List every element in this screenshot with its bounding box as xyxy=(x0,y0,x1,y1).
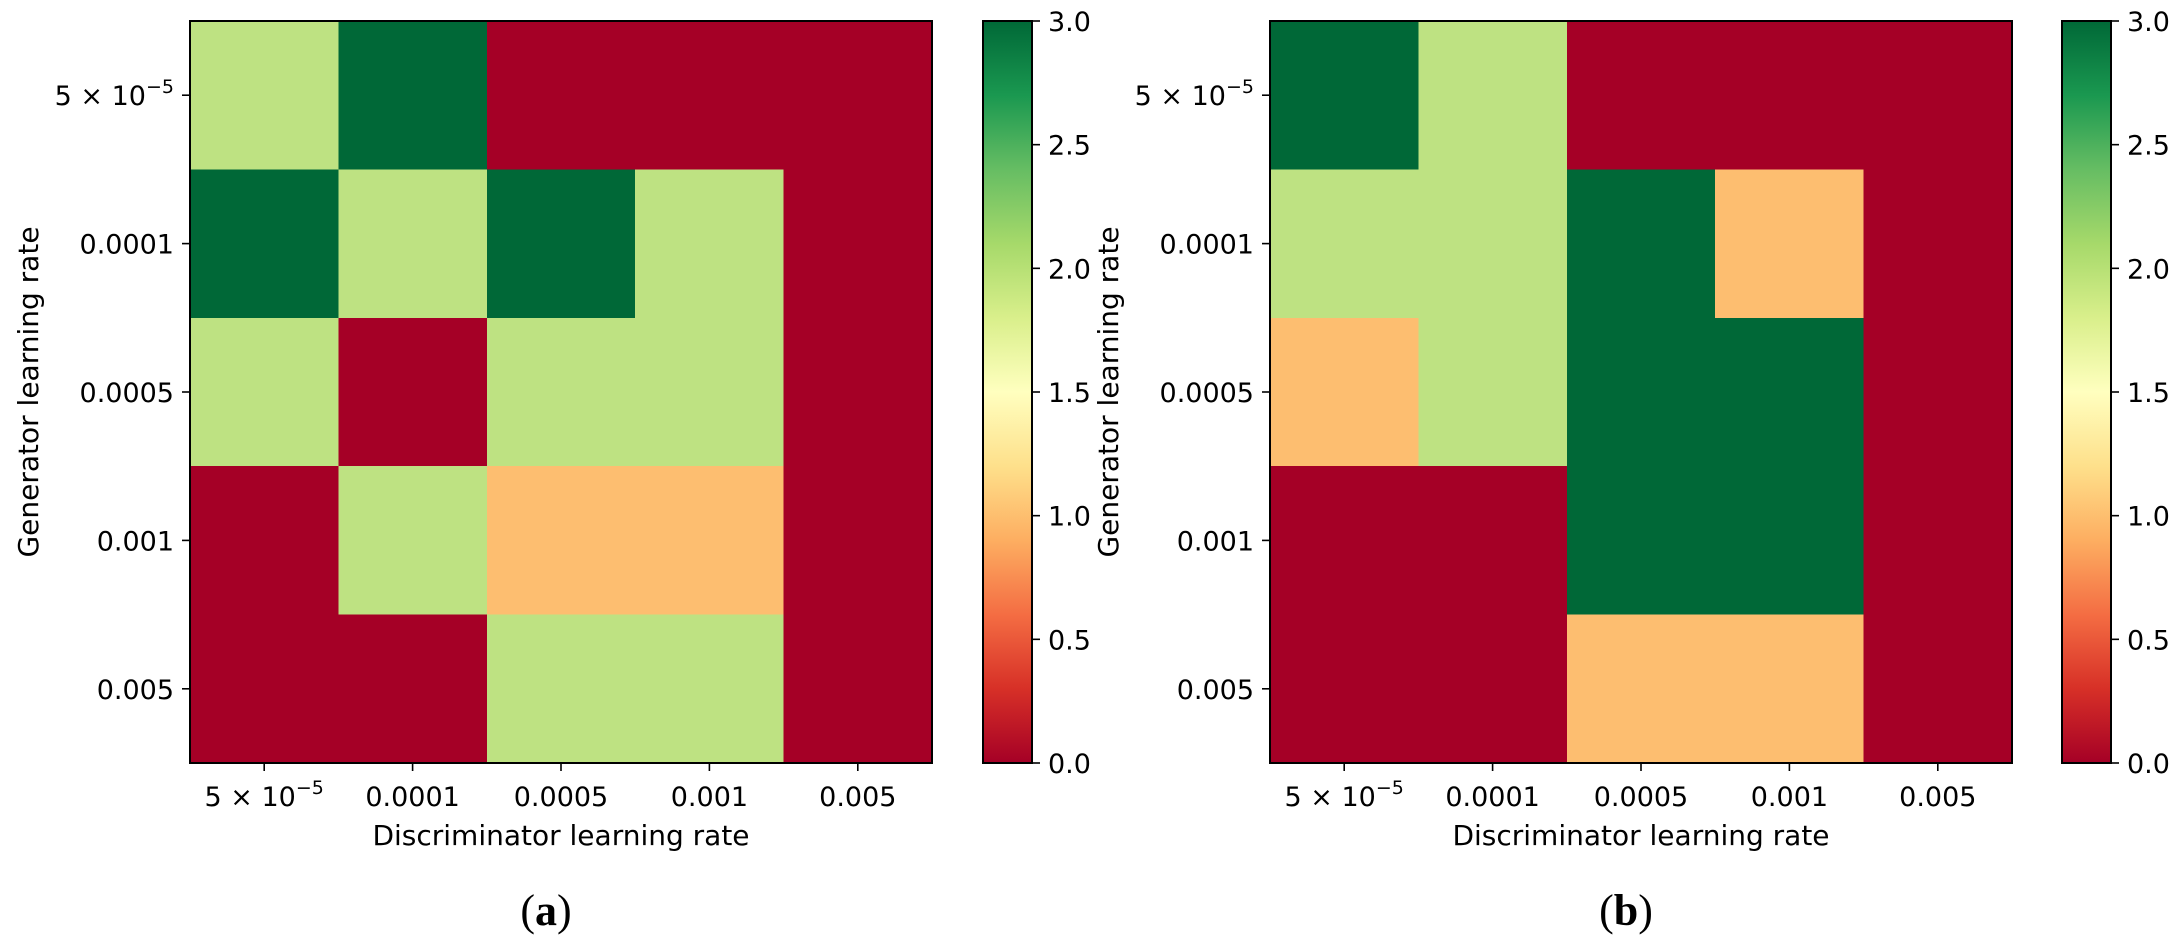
y-tick-label: 0.005 xyxy=(97,675,174,706)
colorbar-tick-label: 1.0 xyxy=(1048,502,1091,533)
y-tick-label: 0.0005 xyxy=(80,378,174,409)
y-tick-label: 0.001 xyxy=(1177,526,1254,557)
heatmap-panel-b: 5 × 10−5 0.0001 0.0005 0.001 0.005 5 × 10−5 0.… xyxy=(1092,7,2170,935)
heatmap-cell xyxy=(783,169,933,319)
heatmap-cell xyxy=(1566,614,1716,764)
x-tick-label: 5 × 10−5 xyxy=(205,777,324,813)
heatmap-cell xyxy=(486,466,636,616)
heatmap-cell xyxy=(190,466,339,616)
heatmap-cell xyxy=(1418,169,1568,319)
panel-caption: (b) xyxy=(1599,886,1653,935)
colorbar-tick-label: 2.5 xyxy=(2127,131,2170,162)
heatmap-cell xyxy=(486,317,636,467)
colorbar-tick-label: 0.0 xyxy=(2127,749,2170,780)
heatmap-cell xyxy=(1715,614,1865,764)
colorbar-tick-label: 3.0 xyxy=(2127,7,2170,38)
heatmap-cell xyxy=(1270,466,1419,616)
heatmap-cell xyxy=(635,21,785,170)
x-tick-label: 0.0001 xyxy=(1445,782,1539,813)
x-axis-label: Discriminator learning rate xyxy=(1452,819,1829,852)
heatmap-cell xyxy=(190,169,339,319)
y-axis-label: Generator learning rate xyxy=(1092,226,1125,557)
heatmap-cell xyxy=(1863,317,2013,467)
heatmap-cell xyxy=(1715,317,1865,467)
heatmap-cell xyxy=(783,614,933,764)
y-tick-label: 0.0005 xyxy=(1160,378,1254,409)
heatmap-cell xyxy=(486,21,636,170)
heatmap-cell xyxy=(783,317,933,467)
heatmap-cell xyxy=(338,614,488,764)
heatmap-cell xyxy=(1863,614,2013,764)
heatmap-cell xyxy=(1863,21,2013,170)
x-tick-label: 0.005 xyxy=(819,782,896,813)
heatmap-cell xyxy=(486,614,636,764)
heatmap-cell xyxy=(1715,169,1865,319)
heatmap-cell xyxy=(1715,21,1865,170)
heatmap-cell xyxy=(190,317,339,467)
heatmap-cell xyxy=(783,466,933,616)
heatmap-cell xyxy=(486,169,636,319)
heatmap-cell xyxy=(1863,466,2013,616)
heatmap-cell xyxy=(1566,466,1716,616)
heatmap-cell xyxy=(635,317,785,467)
heatmap-cell xyxy=(635,466,785,616)
colorbar xyxy=(2062,21,2111,763)
heatmap-cell xyxy=(190,21,339,170)
heatmap-cell xyxy=(338,466,488,616)
colorbar-tick-label: 2.0 xyxy=(1048,254,1091,285)
y-tick-label: 0.0001 xyxy=(80,230,174,261)
y-tick-label: 0.005 xyxy=(1177,675,1254,706)
heatmap-cell xyxy=(1418,466,1568,616)
y-axis-label: Generator learning rate xyxy=(12,226,45,557)
heatmap-cell xyxy=(635,614,785,764)
colorbar xyxy=(983,21,1032,763)
heatmap-cell xyxy=(1270,169,1419,319)
heatmap-cell xyxy=(1863,169,2013,319)
y-tick-label: 5 × 10−5 xyxy=(1135,76,1254,112)
x-tick-label: 0.0001 xyxy=(365,782,459,813)
x-tick-label: 0.0005 xyxy=(1594,782,1688,813)
colorbar-tick-label: 0.0 xyxy=(1048,749,1091,780)
heatmap-cell xyxy=(338,21,488,170)
colorbar-tick-label: 3.0 xyxy=(1048,7,1091,38)
x-axis-label: Discriminator learning rate xyxy=(372,819,749,852)
colorbar-tick-label: 1.0 xyxy=(2127,502,2170,533)
y-tick-label: 5 × 10−5 xyxy=(55,76,174,112)
heatmap-cell xyxy=(1270,21,1419,170)
heatmap-cell xyxy=(1270,317,1419,467)
x-tick-label: 0.001 xyxy=(1751,782,1828,813)
panel-caption: (a) xyxy=(520,886,571,935)
heatmap-cell xyxy=(635,169,785,319)
x-tick-label: 0.0005 xyxy=(514,782,608,813)
heatmap-cell xyxy=(1715,466,1865,616)
heatmap-cell xyxy=(1418,21,1568,170)
heatmap-cell xyxy=(1418,317,1568,467)
colorbar-tick-label: 0.5 xyxy=(1048,625,1091,656)
x-tick-label: 0.001 xyxy=(671,782,748,813)
heatmap-cell xyxy=(783,21,933,170)
y-tick-label: 0.001 xyxy=(97,526,174,557)
colorbar-tick-label: 2.5 xyxy=(1048,131,1091,162)
heatmap-cell xyxy=(1566,21,1716,170)
heatmap-cell xyxy=(1418,614,1568,764)
colorbar-tick-label: 0.5 xyxy=(2127,625,2170,656)
colorbar-tick-label: 1.5 xyxy=(1048,378,1091,409)
heatmap-cell xyxy=(1270,614,1419,764)
x-tick-label: 5 × 10−5 xyxy=(1285,777,1404,813)
heatmap-cell xyxy=(338,317,488,467)
colorbar-tick-label: 1.5 xyxy=(2127,378,2170,409)
heatmap-cell xyxy=(338,169,488,319)
y-tick-label: 0.0001 xyxy=(1160,230,1254,261)
heatmap-cell xyxy=(1566,169,1716,319)
heatmap-cell xyxy=(190,614,339,764)
colorbar-tick-label: 2.0 xyxy=(2127,254,2170,285)
heatmap-panel-a: 5 × 10−5 0.0001 0.0005 0.001 0.005 5 × 10−5 0.… xyxy=(12,7,1091,935)
x-tick-label: 0.005 xyxy=(1899,782,1976,813)
heatmap-cell xyxy=(1566,317,1716,467)
